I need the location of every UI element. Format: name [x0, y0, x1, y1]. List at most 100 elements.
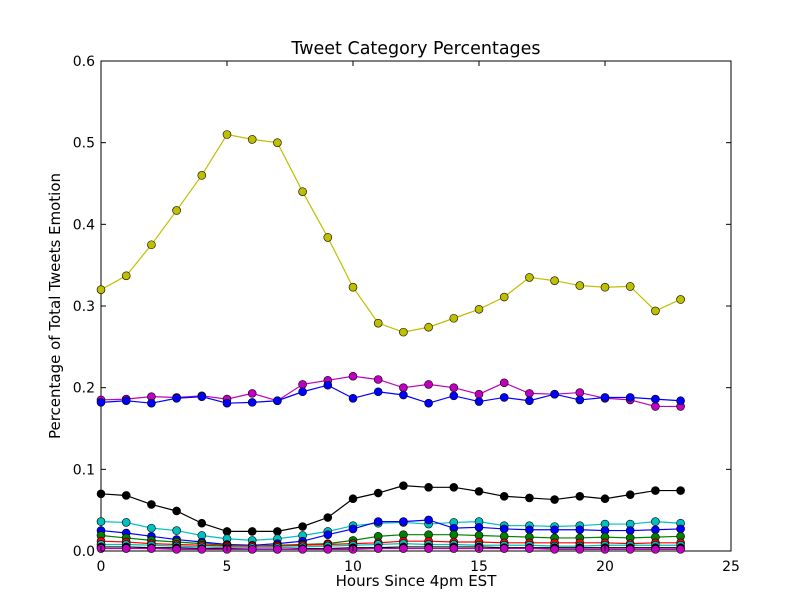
x-tick-label: 0	[97, 559, 106, 575]
data-point	[298, 187, 307, 196]
data-point	[424, 482, 433, 492]
data-point	[525, 273, 534, 282]
data-point	[575, 525, 585, 535]
data-point	[575, 545, 585, 554]
series-1	[96, 130, 685, 337]
y-tick-label: 0.6	[73, 54, 95, 70]
data-point	[298, 387, 307, 397]
data-point	[474, 487, 484, 496]
data-point	[449, 530, 459, 539]
data-point	[424, 380, 433, 389]
data-point	[147, 500, 156, 509]
data-point	[550, 276, 559, 285]
data-point	[323, 545, 333, 554]
data-point	[499, 393, 509, 402]
data-point	[197, 518, 207, 528]
data-point	[197, 545, 207, 554]
data-point	[323, 380, 333, 390]
data-point	[499, 378, 509, 388]
data-point	[676, 545, 685, 554]
data-point	[625, 393, 635, 402]
data-point	[147, 240, 156, 250]
data-point	[399, 481, 408, 490]
data-point	[625, 282, 635, 291]
data-point	[651, 394, 660, 404]
data-point	[298, 380, 307, 389]
data-point	[399, 544, 408, 553]
data-point	[172, 393, 181, 403]
x-tick-label: 20	[596, 559, 614, 575]
data-point	[651, 545, 660, 554]
data-point	[172, 506, 181, 516]
data-point	[449, 313, 459, 323]
data-point	[575, 491, 585, 501]
data-point	[600, 393, 610, 402]
data-point	[247, 545, 257, 554]
data-point	[474, 397, 484, 406]
data-point	[222, 130, 232, 139]
data-point	[651, 517, 660, 526]
data-point	[550, 389, 559, 399]
data-point	[474, 304, 484, 314]
data-point	[525, 493, 534, 503]
data-point	[247, 527, 257, 536]
data-point	[399, 383, 408, 392]
data-point	[373, 375, 383, 384]
data-point	[575, 395, 585, 405]
data-point	[197, 392, 207, 401]
data-point	[373, 387, 383, 397]
axis-layer: 0 5 10 15 20 25 0.0 0.1 0.2 0.3 0.4 0.5 0.6	[73, 54, 740, 575]
data-point	[273, 545, 282, 554]
data-point	[449, 391, 459, 401]
data-point	[121, 544, 131, 553]
data-point	[625, 526, 635, 535]
data-point	[222, 398, 232, 408]
data-point	[600, 494, 610, 504]
data-point	[247, 398, 257, 407]
x-tick-label: 15	[470, 559, 488, 575]
data-point	[424, 322, 433, 332]
data-point	[348, 371, 358, 381]
data-point	[600, 282, 610, 292]
data-point	[575, 388, 585, 397]
data-point	[197, 171, 207, 180]
data-point	[550, 545, 559, 554]
data-point	[651, 486, 660, 495]
x-tick-label: 5	[223, 559, 232, 575]
y-tick-label: 0.5	[73, 136, 95, 152]
data-point	[121, 396, 131, 406]
data-point	[172, 526, 181, 535]
data-point	[651, 402, 660, 411]
data-point	[323, 233, 333, 242]
data-point	[651, 525, 660, 535]
data-point	[348, 494, 358, 504]
data-point	[121, 271, 131, 281]
series-3	[96, 380, 685, 408]
data-point	[550, 525, 559, 535]
data-point	[172, 545, 181, 554]
data-point	[676, 524, 685, 534]
x-tick-label: 25	[722, 559, 740, 575]
data-point	[550, 495, 559, 504]
data-point	[147, 398, 156, 408]
data-point	[676, 486, 685, 495]
data-point	[651, 306, 660, 316]
series-layer	[96, 130, 685, 554]
series-4	[96, 481, 685, 536]
data-point	[373, 318, 383, 328]
data-point	[399, 517, 408, 526]
data-point	[273, 138, 282, 147]
plot-area	[100, 60, 732, 552]
data-point	[147, 523, 156, 533]
data-point	[96, 398, 106, 407]
y-tick-label: 0.1	[73, 462, 95, 478]
data-point	[424, 515, 433, 525]
y-tick-label: 0.4	[73, 217, 95, 233]
data-point	[373, 544, 383, 553]
data-point	[348, 524, 358, 534]
data-point	[373, 517, 383, 526]
data-point	[147, 544, 156, 553]
y-tick-label: 0.2	[73, 381, 95, 397]
data-point	[625, 490, 635, 499]
